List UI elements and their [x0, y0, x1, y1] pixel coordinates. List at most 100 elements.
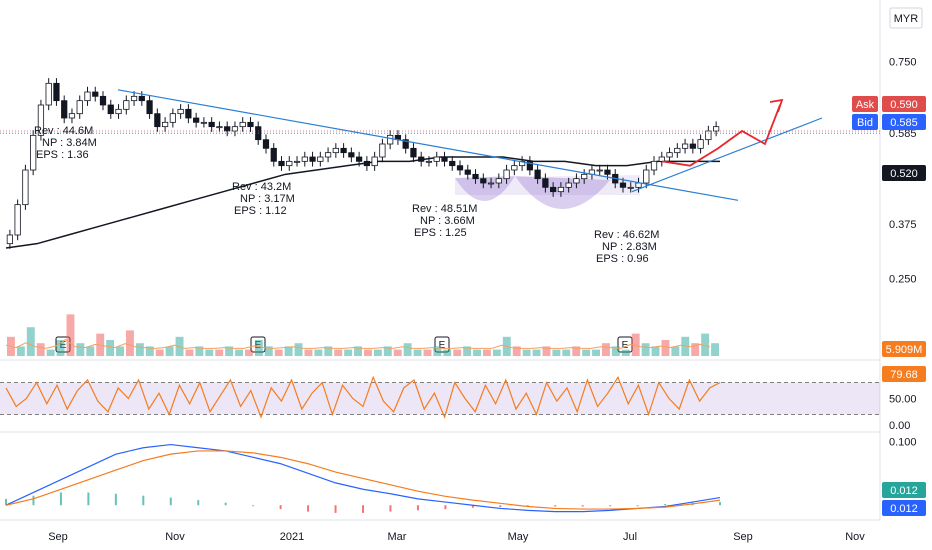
candle: [526, 160, 533, 171]
macd-value: 0.012: [890, 485, 918, 497]
moving-average-line: [5, 156, 720, 249]
price-tick-label: 0.250: [889, 273, 917, 285]
volume-bar: [512, 346, 521, 356]
candle: [402, 139, 409, 149]
candle: [487, 182, 495, 185]
volume-bar: [155, 349, 164, 356]
candle: [472, 173, 479, 180]
candle: [425, 160, 433, 163]
ma-value: 0.520: [890, 168, 918, 180]
volume-bar: [413, 349, 422, 356]
candle: [76, 100, 83, 115]
macd-histogram-bar: [279, 505, 282, 510]
candle: [348, 152, 355, 158]
candle: [14, 204, 21, 236]
volume-bar: [26, 327, 35, 356]
annotation-revenue: Rev : 43.2M: [232, 181, 291, 193]
volume-bar: [443, 349, 452, 356]
volume-bar: [294, 343, 303, 356]
candle: [309, 156, 316, 162]
candle: [542, 178, 549, 188]
volume-bar: [106, 340, 115, 356]
candle: [177, 108, 184, 115]
volume-bar: [373, 349, 382, 356]
candle: [270, 147, 277, 162]
candle: [371, 156, 378, 167]
candle: [441, 156, 448, 162]
candle: [658, 156, 665, 162]
volume-bar: [463, 346, 472, 356]
macd-histogram-bar: [197, 500, 200, 506]
volume-bar: [86, 346, 95, 356]
candle: [224, 126, 231, 132]
volume-bar: [641, 343, 650, 356]
currency-button[interactable]: MYR: [889, 7, 923, 29]
volume-bar: [66, 314, 75, 356]
axes: 0.7500.5850.5000.3750.250SepNov2021MarMa…: [48, 57, 916, 543]
volume-bar: [36, 343, 45, 356]
macd-histogram-bar: [362, 505, 364, 513]
volume-bar: [552, 349, 561, 356]
macd-histogram-bar: [664, 503, 667, 506]
ma-line-path: [5, 156, 720, 249]
volume-bar: [393, 349, 402, 356]
candle: [418, 156, 425, 162]
ask-label-bg: [852, 96, 878, 112]
candle: [239, 121, 246, 128]
candle: [138, 95, 145, 102]
volume-bar: [354, 346, 362, 356]
price-tick-label: 0.375: [889, 219, 917, 231]
candle: [286, 160, 293, 167]
annotation-eps: EPS : 1.12: [234, 205, 287, 217]
stochastic-pane: [0, 375, 880, 419]
time-tick-label: 2021: [280, 531, 304, 543]
volume-bar: [492, 349, 501, 356]
volume-bar: [116, 346, 124, 356]
candle: [503, 169, 510, 180]
candle: [6, 234, 13, 245]
macd-value-bg: [882, 482, 926, 498]
time-tick-label: Sep: [48, 531, 68, 543]
bid-value: 0.585: [890, 117, 918, 129]
candle: [208, 121, 215, 128]
volume-bar: [76, 343, 85, 356]
macd-histogram-bar: [59, 492, 62, 506]
macd-histogram-bar: [114, 493, 117, 506]
macd-histogram-bar: [5, 498, 7, 506]
volume-bar: [592, 349, 600, 356]
trendlines: [0, 89, 880, 201]
candle: [713, 126, 720, 132]
candle: [45, 82, 52, 106]
candle: [216, 126, 223, 129]
macd-histogram-bar: [142, 495, 145, 506]
macd-histogram-bar: [581, 505, 584, 507]
candle: [30, 134, 37, 171]
volume-ma-line: [5, 338, 711, 349]
macd-histogram-bar: [307, 505, 310, 512]
candle: [681, 143, 689, 149]
currency-label: MYR: [894, 13, 919, 25]
price-tick-label: 0.750: [889, 57, 917, 69]
volume-bar: [562, 349, 571, 356]
volume-bar: [631, 333, 640, 356]
candle: [456, 165, 464, 171]
volume-bar: [602, 343, 610, 356]
time-tick-label: Mar: [388, 531, 407, 543]
candle: [68, 113, 76, 119]
volume-bar: [582, 349, 591, 356]
ask-label: Ask: [856, 99, 875, 111]
macd-histogram-bar: [444, 505, 447, 510]
volume-bar: [185, 349, 194, 356]
macd-histogram-bar: [609, 505, 612, 507]
volume-bar: [433, 346, 442, 356]
candle: [161, 121, 169, 128]
signal-value-bg: [882, 500, 926, 516]
candle: [61, 100, 68, 119]
candle: [262, 139, 270, 149]
time-tick-label: Nov: [845, 531, 865, 543]
volume-bar: [304, 349, 313, 356]
stoch-value: 79.68: [890, 369, 918, 381]
volume-bar: [572, 346, 581, 356]
